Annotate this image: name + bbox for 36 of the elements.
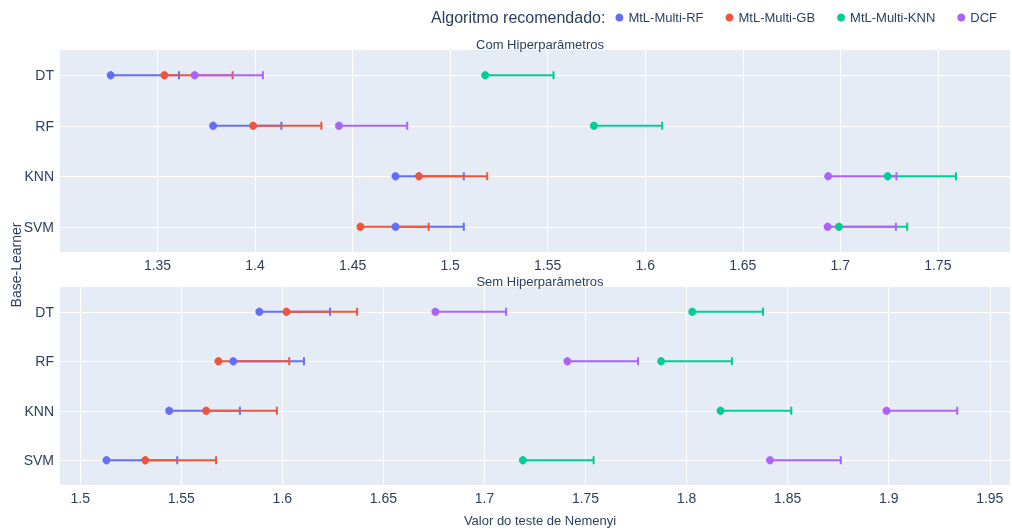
x-tick-label: 1.95 — [976, 490, 1004, 506]
x-tick-label: 1.6 — [635, 257, 656, 273]
x-tick-label: 1.65 — [369, 490, 398, 506]
legend-label: MtL-Multi-KNN — [850, 10, 936, 25]
x-tick-label: 1.9 — [878, 490, 899, 506]
x-axis-title: Valor do teste de Nemenyi — [463, 513, 617, 528]
x-tick-label: 1.7 — [474, 490, 495, 506]
chart-title: Com Hiperparâmetros — [476, 37, 605, 52]
legend-label: MtL-Multi-GB — [738, 10, 816, 25]
y-axis-title: Base-Learner — [8, 222, 24, 308]
x-tick-label: 1.75 — [924, 257, 952, 273]
x-tick-label: 1.5 — [440, 257, 461, 273]
x-tick-label: 1.5 — [70, 490, 91, 506]
chart-title: Sem Hiperparâmetros — [476, 274, 605, 289]
y-tick-label: DT — [35, 67, 55, 84]
y-tick-label: DT — [35, 303, 55, 320]
x-tick-label: 1.85 — [774, 490, 802, 506]
x-tick-label: 1.8 — [676, 490, 697, 506]
x-tick-label: 1.35 — [143, 257, 172, 273]
legend-label: DCF — [970, 10, 998, 25]
y-tick-label: RF — [35, 353, 54, 370]
x-tick-label: 1.45 — [338, 257, 367, 273]
x-tick-label: 1.4 — [245, 257, 266, 273]
y-tick-label: RF — [35, 117, 54, 134]
x-tick-label: 1.6 — [272, 490, 293, 506]
y-tick-label: KNN — [24, 402, 54, 419]
x-tick-label: 1.7 — [830, 257, 851, 273]
legend-label: MtL-Multi-RF — [628, 10, 704, 25]
y-tick-label: KNN — [24, 168, 54, 185]
x-tick-label: 1.55 — [534, 257, 562, 273]
x-tick-label: 1.65 — [729, 257, 757, 273]
x-tick-label: 1.75 — [571, 490, 600, 506]
legend-title: Algoritmo recomendado: — [431, 8, 606, 26]
x-tick-label: 1.55 — [167, 490, 196, 506]
y-tick-label: SVM — [23, 452, 54, 469]
y-tick-label: SVM — [23, 218, 54, 235]
